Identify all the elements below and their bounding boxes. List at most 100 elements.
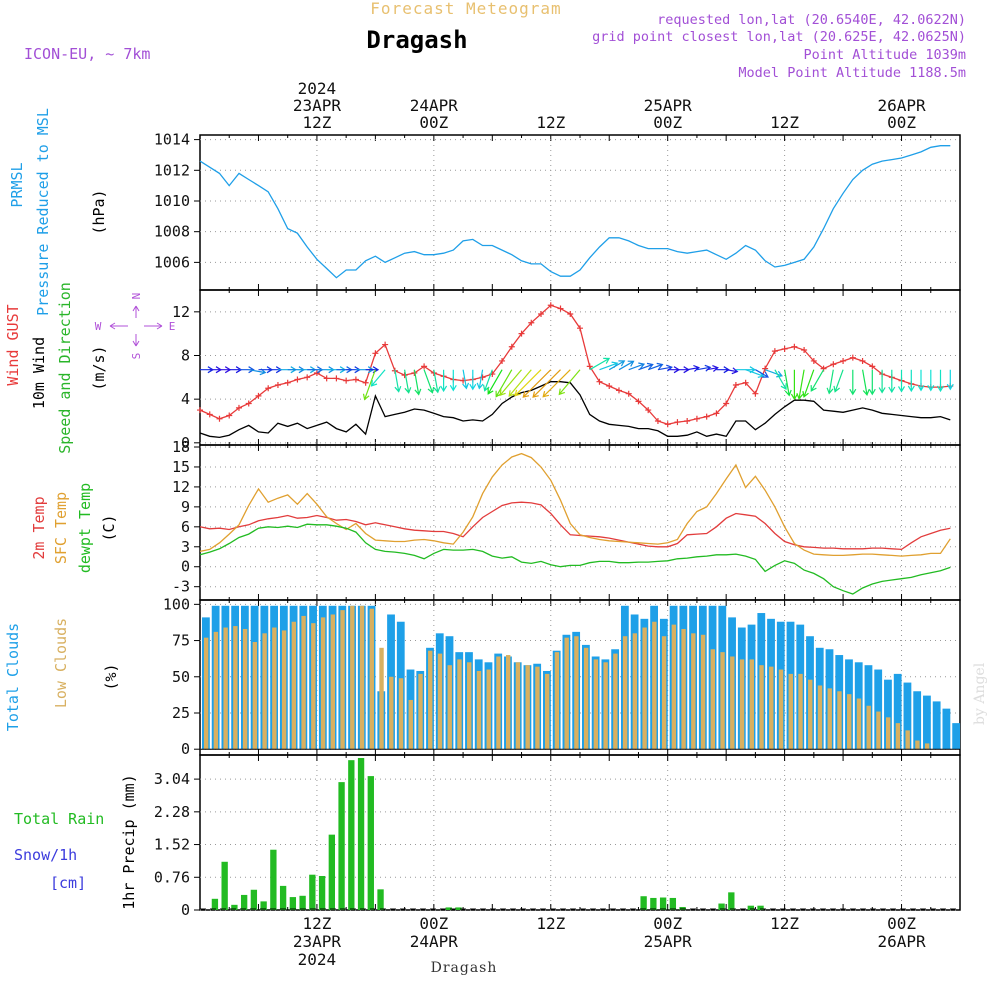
wind-arrow [784,369,792,397]
gust-marker [762,365,769,372]
wind-arrow [449,369,457,392]
gust-marker [479,374,486,381]
wind-panel: 0 4 8 12 Wind GUST 10m Wind Speed and Directio… [4,282,961,454]
gust-marker [508,343,515,350]
wind-speed-line [199,381,951,439]
wind-arrow [849,369,857,396]
gust-marker [635,398,642,405]
low-cloud-bar [359,605,365,750]
low-cloud-bar [476,670,482,750]
bottom-time-label: 25APR [644,932,693,951]
low-cloud-bar [311,623,316,750]
gust-marker [742,379,749,386]
gust-marker [586,363,593,370]
dewpoint-line [199,523,951,595]
gust-marker [557,305,564,312]
low-cloud-bar [252,642,258,750]
gust-marker [849,354,856,361]
gust-marker [869,363,876,370]
low-cloud-bar [798,673,803,750]
wind-arrow [370,369,386,387]
compass-n: N [130,293,143,300]
wind-ytick-label: 4 [181,390,190,408]
compass-rose: N S W E [95,293,176,360]
clouds-panel: 0 25 50 75 100 Total Clouds Low Clouds (%) [4,595,961,758]
pressure-ytick-label: 1012 [154,161,190,179]
low-cloud-bar [320,617,326,750]
wind-arrow [764,369,783,378]
precip-bar [747,905,754,910]
low-cloud-bar [233,626,238,750]
bottom-time-label: 2024 [298,950,337,969]
wind-arrow [927,369,935,392]
low-cloud-bar [369,608,374,750]
precip-bar [348,760,355,910]
low-cloud-bar [340,610,345,750]
wind-arrow [522,369,552,398]
gust-marker [645,407,652,414]
top-time-label: 25APR [644,96,693,115]
gust-marker [304,374,311,381]
precip-bar [211,898,219,910]
wind-arrow [897,369,906,393]
wind-arrow [878,369,886,394]
clouds-ytick-label: 100 [163,595,190,613]
wind-arrow [532,369,561,398]
total-clouds-label: Total Clouds [4,623,22,731]
low-cloud-bar [213,631,219,750]
wind-arrow [413,369,422,396]
low-cloud-bar [242,628,248,750]
gust-marker [693,415,700,422]
pressure-unit: (hPa) [90,189,108,234]
low-cloud-bar [525,665,530,750]
bottom-time-label: 00Z [887,914,916,933]
temp-panel: -3 0 3 6 9 12 15 18 2m Temp SFC Temp dewpt Temp (C) [30,438,961,601]
wind-arrow [219,366,232,374]
low-cloud-bar [457,659,462,750]
low-cloud-bar [281,630,287,750]
wind-arrow [888,369,896,394]
requested-coords: requested lon,lat (20.6540E, 42.0622N) [657,12,966,28]
gust-marker [674,419,681,426]
low-cloud-bar [379,647,384,750]
precip-bar [289,897,297,910]
wind-arrow [362,369,376,401]
temp-ytick-label: 6 [181,518,190,536]
total-cloud-bar [893,673,902,750]
low-cloud-bar [564,637,569,750]
gust-marker [664,421,671,428]
temp-ytick-label: 3 [181,538,190,556]
low-cloud-bar [661,636,667,750]
gust-marker [294,376,301,383]
pressure-line [199,145,951,279]
precip-ytick-label: 2.28 [154,803,190,821]
total-rain-label: Total Rain [14,810,104,828]
wind-arrow [558,369,581,396]
temp-ytick-label: -3 [172,578,190,596]
wind-arrow [628,362,646,371]
wind-direction-label: Speed and Direction [56,282,74,454]
wind-ytick-label: 8 [181,346,190,364]
low-cloud-bar [886,717,891,750]
low-cloud-bar [817,685,823,750]
wind-arrow [514,369,542,397]
gust-marker [547,302,554,309]
bottom-time-label: 26APR [877,932,926,951]
wind-arrow [462,369,470,390]
low-cloud-bar [642,627,647,750]
gust-marker [596,378,603,385]
pressure-ytick-label: 1014 [154,131,190,149]
wind-arrow [862,369,870,397]
wind-gust-line [199,304,951,425]
gust-marker [372,350,379,357]
wind-frame [199,289,961,446]
wind-arrow [365,366,380,374]
wind-arrow [508,369,532,397]
precip-unit: 1hr Precip (mm) [120,774,138,909]
point-altitude: Point Altitude 1039m [803,47,966,63]
clouds-ytick-label: 50 [172,668,190,686]
gust-marker [801,347,808,354]
precip-bar [669,897,677,910]
